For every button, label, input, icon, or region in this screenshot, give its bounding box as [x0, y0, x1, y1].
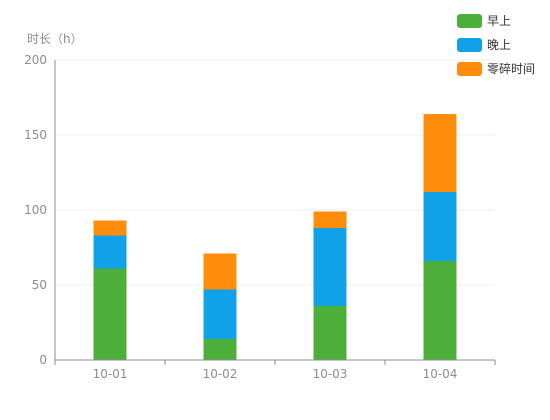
y-tick-label: 50: [32, 278, 47, 292]
y-tick-label: 150: [24, 128, 47, 142]
x-tick-label: 10-03: [313, 367, 348, 381]
x-tick-label: 10-02: [203, 367, 238, 381]
legend-swatch-0[interactable]: [457, 14, 482, 28]
legend-label-2[interactable]: 零碎时间: [487, 61, 535, 76]
y-tick-label: 200: [24, 53, 47, 67]
bar-segment-1-1[interactable]: [203, 289, 237, 340]
bar-segment-0-2[interactable]: [313, 306, 347, 360]
legend-label-1[interactable]: 晚上: [487, 38, 511, 52]
grid-lines: [55, 59, 495, 286]
axes: 0 50 100 150 200 10-01 10-02 10-03 10-04: [24, 53, 496, 381]
bars: [93, 114, 457, 361]
bar-segment-1-0[interactable]: [93, 235, 127, 269]
y-axis-label: 时长（h）: [27, 32, 83, 46]
bar-segment-2-3[interactable]: [423, 114, 457, 192]
bar-segment-2-0[interactable]: [93, 220, 127, 236]
x-tick-label: 10-01: [93, 367, 128, 381]
bar-segment-0-0[interactable]: [93, 268, 127, 361]
legend-swatch-2[interactable]: [457, 62, 482, 76]
bar-segment-2-1[interactable]: [203, 253, 237, 290]
bar-segment-0-3[interactable]: [423, 261, 457, 360]
bar-segment-0-1[interactable]: [203, 339, 237, 360]
y-tick-label: 0: [39, 353, 47, 367]
bar-segment-2-2[interactable]: [313, 211, 347, 229]
x-tick-label: 10-04: [423, 367, 458, 381]
bar-segment-1-2[interactable]: [313, 228, 347, 306]
bar-segment-1-3[interactable]: [423, 192, 457, 261]
legend-swatch-1[interactable]: [457, 38, 482, 52]
y-tick-label: 100: [24, 203, 47, 217]
legend-label-0[interactable]: 早上: [487, 14, 511, 28]
